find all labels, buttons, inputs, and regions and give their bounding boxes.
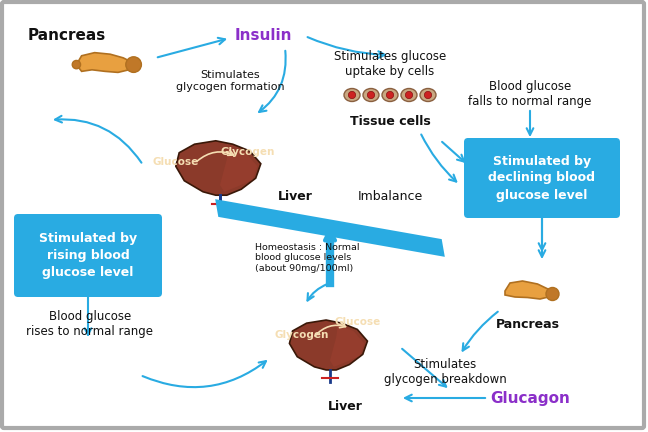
Text: Pancreas: Pancreas — [28, 28, 106, 43]
Text: Glucose: Glucose — [335, 317, 381, 327]
Text: Insulin: Insulin — [235, 29, 292, 44]
Circle shape — [126, 57, 141, 73]
Text: Homeostasis : Normal
blood glucose levels
(about 90mg/100ml): Homeostasis : Normal blood glucose level… — [255, 243, 360, 273]
Text: Blood glucose
falls to normal range: Blood glucose falls to normal range — [469, 80, 592, 108]
FancyBboxPatch shape — [14, 214, 162, 297]
Ellipse shape — [420, 89, 436, 102]
Circle shape — [406, 91, 413, 98]
Circle shape — [367, 91, 375, 98]
Text: Stimulates
glycogen breakdown: Stimulates glycogen breakdown — [384, 358, 506, 386]
Polygon shape — [76, 53, 133, 73]
Text: Blood glucose
rises to normal range: Blood glucose rises to normal range — [27, 310, 154, 338]
Circle shape — [349, 91, 356, 98]
FancyBboxPatch shape — [464, 138, 620, 218]
Polygon shape — [330, 325, 364, 367]
Polygon shape — [215, 199, 445, 257]
Text: Stimulated by
rising blood
glucose level: Stimulated by rising blood glucose level — [39, 232, 137, 279]
Text: Glucagon: Glucagon — [490, 391, 570, 406]
Circle shape — [546, 288, 559, 301]
Text: Imbalance: Imbalance — [358, 190, 422, 203]
Circle shape — [72, 60, 80, 69]
Text: Pancreas: Pancreas — [496, 318, 560, 331]
Ellipse shape — [344, 89, 360, 102]
Text: Stimulates glucose
uptake by cells: Stimulates glucose uptake by cells — [334, 50, 446, 78]
Text: Glycogen: Glycogen — [275, 330, 329, 340]
Ellipse shape — [382, 89, 398, 102]
Polygon shape — [176, 141, 260, 195]
Ellipse shape — [401, 89, 417, 102]
Circle shape — [386, 91, 393, 98]
FancyBboxPatch shape — [2, 2, 644, 428]
Text: Glycogen: Glycogen — [221, 147, 275, 157]
Polygon shape — [505, 281, 553, 299]
Text: Stimulates
glycogen formation: Stimulates glycogen formation — [176, 70, 284, 92]
Text: Liver: Liver — [278, 190, 313, 203]
Ellipse shape — [363, 89, 379, 102]
Text: Liver: Liver — [327, 400, 362, 413]
Text: Stimulated by
declining blood
glucose level: Stimulated by declining blood glucose le… — [489, 155, 596, 201]
Polygon shape — [220, 147, 257, 192]
Circle shape — [424, 91, 432, 98]
Text: Tissue cells: Tissue cells — [350, 115, 430, 128]
Polygon shape — [290, 320, 367, 370]
Text: Glucose: Glucose — [153, 157, 199, 167]
